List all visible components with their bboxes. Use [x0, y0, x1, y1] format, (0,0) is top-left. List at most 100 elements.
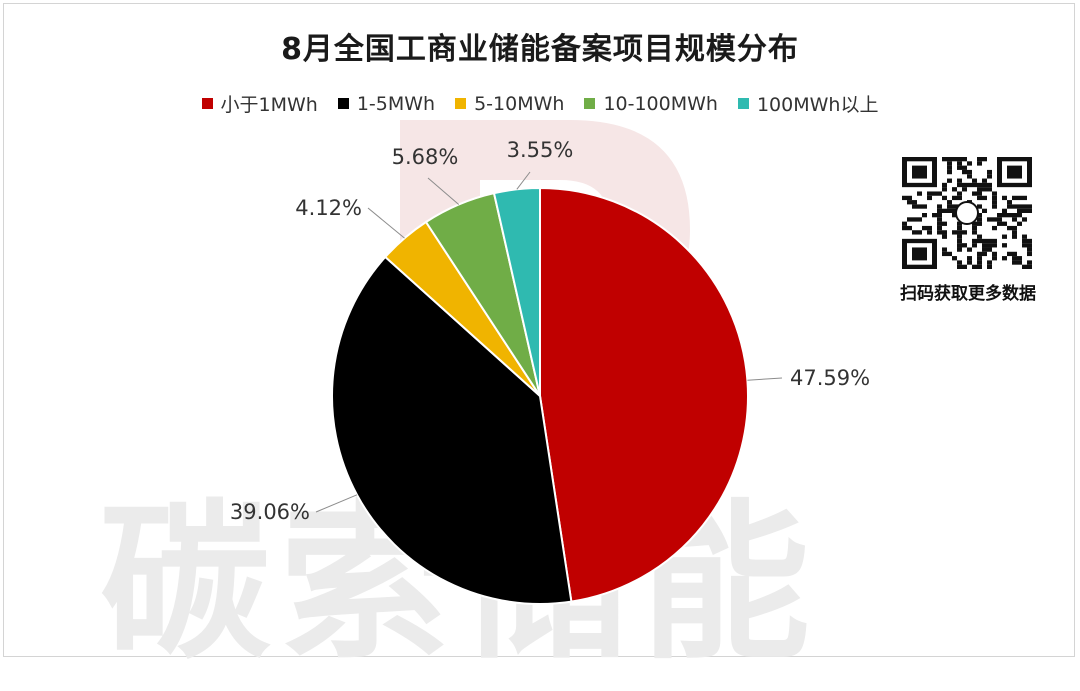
qr-module	[1022, 195, 1027, 201]
qr-module	[947, 157, 952, 162]
qr-module	[1017, 195, 1022, 201]
qr-module	[957, 165, 962, 170]
legend-swatch	[737, 98, 749, 109]
qr-module	[962, 157, 967, 162]
legend-label: 5-10MWh	[474, 92, 565, 115]
qr-module	[992, 195, 997, 201]
qr-module	[977, 195, 982, 201]
qr-module	[1002, 195, 1007, 201]
qr-module	[947, 161, 952, 166]
qr-module	[947, 165, 952, 170]
qr-module	[1017, 256, 1022, 261]
qr-module	[1022, 243, 1027, 248]
leader-line	[516, 171, 531, 190]
qr-module	[982, 182, 987, 188]
data-label: 39.06%	[230, 500, 310, 524]
qr-module	[967, 169, 972, 175]
qr-module	[972, 230, 977, 235]
qr-module	[937, 213, 942, 218]
qr-module	[957, 191, 962, 196]
qr-module	[972, 221, 977, 226]
qr-module	[1012, 260, 1017, 265]
qr-module	[957, 161, 962, 166]
qr-module	[977, 213, 982, 218]
qr-module	[977, 182, 982, 188]
qr-module	[1027, 238, 1032, 244]
qr-module	[957, 195, 962, 201]
qr-code-icon	[902, 157, 1032, 269]
qr-module	[977, 191, 982, 196]
leader-line	[427, 177, 460, 205]
qr-module	[952, 208, 957, 213]
pie-chart: 47.59% 39.06% 4.12% 5.68% 3.55%	[230, 138, 870, 605]
qr-module	[992, 191, 997, 196]
qr-module	[1007, 200, 1012, 205]
qr-module	[1002, 256, 1007, 261]
qr-module	[982, 247, 987, 252]
qr-module	[937, 225, 942, 231]
qr-module	[1027, 247, 1032, 252]
qr-module	[902, 195, 907, 201]
qr-module	[962, 165, 967, 170]
qr-module	[977, 217, 982, 222]
qr-module	[957, 234, 962, 239]
qr-module	[917, 204, 922, 209]
qr-module	[982, 238, 987, 244]
qr-module	[987, 174, 992, 179]
qr-module	[962, 169, 967, 175]
qr-module	[1017, 204, 1022, 209]
data-label: 4.12%	[295, 196, 362, 220]
qr-module	[977, 238, 982, 244]
qr-module	[967, 174, 972, 179]
qr-module	[1012, 204, 1017, 209]
data-label: 47.59%	[790, 366, 870, 390]
qr-module	[937, 217, 942, 222]
qr-module	[1002, 243, 1007, 248]
qr-module	[972, 243, 977, 248]
qr-module	[957, 238, 962, 244]
qr-module	[922, 213, 927, 218]
legend-item: 1-5MWh	[337, 90, 435, 117]
qr-module	[922, 225, 927, 231]
qr-module	[937, 230, 942, 235]
qr-module	[1017, 213, 1022, 218]
qr-module	[977, 264, 982, 269]
qr-module	[962, 264, 967, 269]
qr-module	[947, 200, 952, 205]
qr-module	[967, 182, 972, 188]
qr-module	[957, 260, 962, 265]
qr-module	[1017, 221, 1022, 226]
qr-module	[962, 243, 967, 248]
pie-slice	[331, 255, 573, 605]
qr-module	[952, 195, 957, 201]
qr-module	[1007, 251, 1012, 257]
qr-module	[997, 217, 1002, 222]
qr-module	[917, 191, 922, 196]
qr-module	[947, 208, 952, 213]
legend-item: 100MWh以上	[737, 90, 878, 117]
qr-module	[992, 256, 997, 261]
qr-module	[1007, 204, 1012, 209]
qr-module	[977, 221, 982, 226]
qr-module	[1027, 260, 1032, 265]
legend-swatch	[455, 98, 467, 109]
qr-module	[967, 256, 972, 261]
qr-module	[942, 230, 947, 235]
qr-module	[907, 217, 912, 222]
data-label: 5.68%	[392, 145, 459, 169]
qr-module	[977, 260, 982, 265]
qr-module	[917, 217, 922, 222]
qr-module	[932, 213, 937, 218]
qr-module	[947, 204, 952, 209]
qr-module	[992, 243, 997, 248]
qr-module	[992, 200, 997, 205]
qr-caption: 扫码获取更多数据	[900, 284, 1036, 304]
qr-module	[947, 178, 952, 183]
qr-module	[992, 217, 997, 222]
qr-module	[942, 182, 947, 188]
qr-module	[982, 208, 987, 213]
qr-module	[1002, 221, 1007, 226]
qr-module	[942, 221, 947, 226]
qr-module	[997, 213, 1002, 218]
data-label: 3.55%	[507, 138, 574, 162]
